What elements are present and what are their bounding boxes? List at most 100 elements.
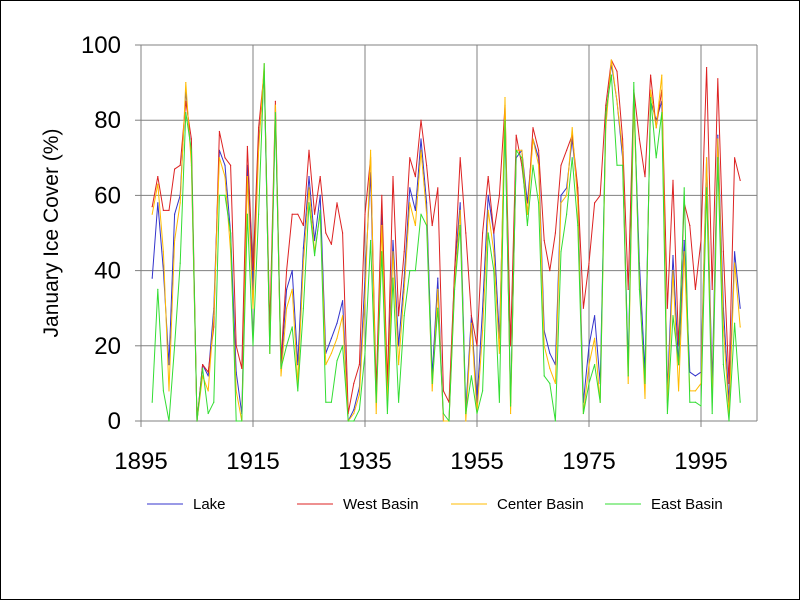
data-point-east-basin [717,157,719,159]
data-point-east-basin [700,405,702,407]
data-point-center-basin [661,74,663,76]
legend-item-center-basin: Center Basin [451,496,584,513]
data-point-center-basin [414,224,416,227]
data-point-lake [739,307,741,309]
data-point-center-basin [577,202,579,204]
data-point-east-basin [683,187,685,189]
data-point-east-basin [689,401,691,403]
x-tick-label: 1955 [450,448,503,475]
data-point-east-basin [426,224,428,227]
data-point-lake [207,375,209,377]
data-point-east-basin [538,202,540,204]
data-point-west-basin [554,232,557,234]
x-tick-label: 1975 [562,448,615,475]
data-point-center-basin [722,326,725,328]
data-point-west-basin [162,209,164,211]
data-point-west-basin [638,138,641,140]
data-point-east-basin [554,420,557,422]
data-point-west-basin [286,270,288,272]
data-point-center-basin [521,149,523,151]
data-point-center-basin [650,89,652,91]
data-point-east-basin [476,412,478,415]
data-point-center-basin [510,412,512,415]
data-point-center-basin [459,209,461,211]
data-point-west-basin [202,364,204,366]
data-point-east-basin [185,112,187,114]
data-point-west-basin [734,157,736,159]
data-point-center-basin [560,202,562,204]
data-point-east-basin [342,345,344,347]
data-point-lake [487,194,489,196]
data-point-lake [174,213,176,215]
data-point-west-basin [179,164,181,166]
data-point-west-basin [392,176,394,178]
y-tick-label: 60 [94,182,121,209]
data-point-east-basin [308,202,310,204]
data-point-center-basin [185,82,187,84]
data-point-west-basin [582,307,585,309]
data-point-center-basin [470,322,472,324]
legend-item-west-basin: West Basin [297,496,419,513]
data-point-east-basin [274,112,276,114]
data-point-west-basin [358,364,360,366]
data-point-west-basin [218,130,220,133]
data-point-east-basin [588,382,590,384]
data-point-center-basin [734,262,736,264]
data-point-center-basin [538,164,540,166]
data-point-center-basin [543,345,545,347]
data-point-east-basin [258,213,260,215]
data-point-east-basin [297,390,299,392]
data-point-west-basin [465,232,467,234]
data-point-center-basin [717,138,719,140]
data-point-west-basin [230,164,232,166]
y-tick-label: 80 [94,107,121,134]
x-tick-label: 1995 [674,448,727,475]
data-point-west-basin [454,270,456,272]
data-point-center-basin [403,288,405,290]
data-point-center-basin [342,315,344,317]
data-point-center-basin [594,337,596,339]
data-point-center-basin [336,337,338,339]
data-point-center-basin [252,307,254,309]
data-point-east-basin [213,401,215,403]
data-point-west-basin [353,382,355,384]
data-point-east-basin [722,364,725,366]
data-point-west-basin [594,202,596,204]
data-point-west-basin [700,239,702,242]
data-point-center-basin [532,138,534,140]
data-point-center-basin [706,157,708,159]
data-point-west-basin [549,270,551,272]
data-point-east-basin [666,412,669,415]
data-point-west-basin [482,232,484,234]
data-point-east-basin [246,213,248,215]
data-point-east-basin [403,315,405,317]
y-tick-label: 20 [94,333,121,360]
data-point-east-basin [610,74,613,76]
data-point-east-basin [532,164,534,166]
data-point-west-basin [566,149,568,151]
data-point-center-basin [224,176,226,178]
data-point-center-basin [174,239,176,242]
data-point-center-basin [678,390,680,392]
data-point-east-basin [314,255,316,257]
data-point-east-basin [510,405,512,407]
data-point-east-basin [381,251,383,253]
data-point-west-basin [185,100,187,102]
data-point-east-basin [734,322,736,324]
data-point-east-basin [336,360,338,362]
data-point-east-basin [420,213,422,215]
data-point-center-basin [157,183,159,185]
data-point-center-basin [694,390,697,392]
data-point-east-basin [482,390,484,392]
data-point-center-basin [381,224,383,227]
data-point-east-basin [157,288,159,290]
data-point-center-basin [274,104,276,106]
data-point-west-basin [605,104,607,106]
data-point-east-basin [728,420,730,422]
data-point-west-basin [157,176,159,178]
data-point-west-basin [717,78,719,80]
data-point-west-basin [174,168,176,170]
data-point-east-basin [672,315,674,317]
data-point-center-basin [325,364,327,366]
